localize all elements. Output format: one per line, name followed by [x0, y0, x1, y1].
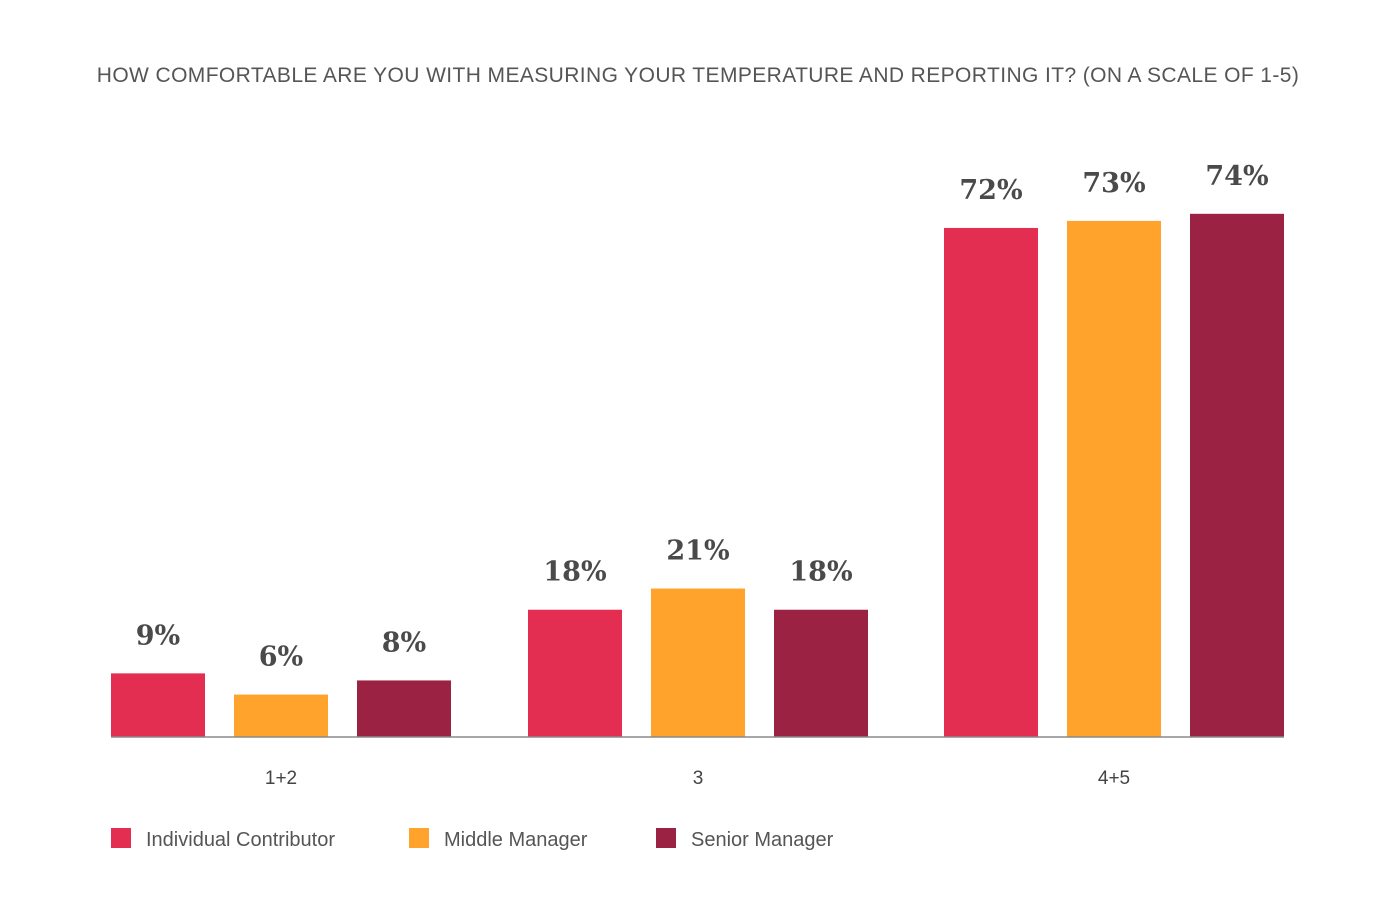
bar-individual-contributor-1-2 — [111, 673, 205, 737]
value-label-individual-contributor-1-2: 9% — [136, 620, 180, 651]
bar-individual-contributor-3 — [528, 609, 622, 737]
value-label-middle-manager-4-5: 73% — [1082, 168, 1145, 199]
legend-swatch-senior-manager — [656, 828, 676, 848]
legend-label-middle-manager: Middle Manager — [444, 829, 588, 851]
bar-middle-manager-3 — [651, 588, 745, 737]
value-labels-layer: 9% 6% 8% 18% 21% 18% 72% 73% 74% — [136, 161, 1269, 673]
legend-item-middle-manager: Middle Manager — [409, 828, 588, 851]
bar-middle-manager-1-2 — [234, 694, 328, 737]
legend-label-senior-manager: Senior Manager — [691, 829, 834, 851]
bar-senior-manager-3 — [774, 609, 868, 737]
value-label-senior-manager-3: 18% — [789, 557, 852, 588]
legend-label-individual-contributor: Individual Contributor — [146, 829, 335, 851]
legend: Individual Contributor Middle Manager Seni… — [111, 828, 834, 851]
chart-title: HOW COMFORTABLE ARE YOU WITH MEASURING Y… — [96, 64, 1300, 87]
category-labels-layer: 1+2 3 4+5 — [265, 768, 1130, 789]
value-label-middle-manager-1-2: 6% — [259, 642, 303, 673]
legend-item-individual-contributor: Individual Contributor — [111, 828, 335, 851]
legend-item-senior-manager: Senior Manager — [656, 828, 834, 851]
value-label-senior-manager-4-5: 74% — [1205, 161, 1268, 192]
value-label-middle-manager-3: 21% — [666, 536, 729, 567]
legend-swatch-middle-manager — [409, 828, 429, 848]
value-label-individual-contributor-4-5: 72% — [959, 175, 1022, 206]
bar-middle-manager-4-5 — [1067, 220, 1161, 737]
value-label-individual-contributor-3: 18% — [543, 557, 606, 588]
category-label-4-5: 4+5 — [1098, 768, 1130, 789]
bar-individual-contributor-4-5 — [944, 227, 1038, 737]
bars-layer — [111, 213, 1284, 737]
legend-swatch-individual-contributor — [111, 828, 131, 848]
category-label-1-2: 1+2 — [265, 768, 297, 789]
bar-senior-manager-1-2 — [357, 680, 451, 737]
bar-senior-manager-4-5 — [1190, 213, 1284, 737]
value-label-senior-manager-1-2: 8% — [382, 627, 426, 658]
category-label-3: 3 — [693, 768, 704, 789]
